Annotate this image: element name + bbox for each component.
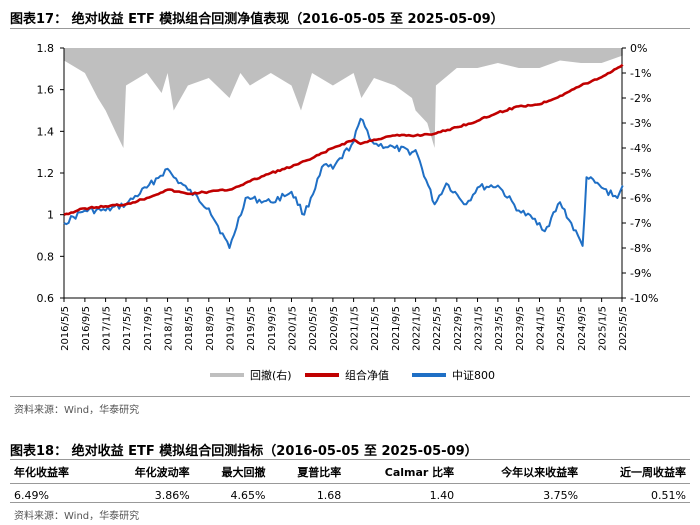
x-tick-label: 2020/9/5 <box>329 306 340 351</box>
source-divider <box>10 396 690 397</box>
right-y-tick-label: -4% <box>630 142 651 155</box>
table-bottom-divider <box>10 502 690 503</box>
csi800-line <box>63 117 624 249</box>
x-tick-label: 2018/1/5 <box>164 306 175 351</box>
right-y-tick-label: -9% <box>630 267 651 280</box>
x-tick-label: 2020/1/5 <box>287 306 298 351</box>
figure-1-source: 资料来源：Wind，华泰研究 <box>14 405 140 416</box>
metrics-value-row: 6.49% 3.86% 4.65% 1.68 1.40 3.75% 0.51% <box>10 484 690 506</box>
right-y-tick-label: -5% <box>630 167 651 180</box>
x-tick-label: 2018/5/5 <box>184 306 195 351</box>
x-tick-label: 2016/5/5 <box>60 306 71 351</box>
metric-header: Calmar 比率 <box>345 462 459 484</box>
right-y-tick-label: -10% <box>630 292 658 305</box>
metric-value: 3.75% <box>543 489 579 502</box>
x-tick-label: 2023/9/5 <box>515 306 526 351</box>
x-tick-label: 2022/9/5 <box>453 306 464 351</box>
table-top-divider <box>10 459 690 460</box>
metric-header: 近一周收益率 <box>582 462 690 484</box>
legend-label: 组合净值 <box>345 368 389 382</box>
metric-value: 1.68 <box>316 489 342 502</box>
metric-header: 年化波动率 <box>101 462 194 484</box>
metric-header: 年化收益率 <box>10 462 102 484</box>
right-y-tick-label: -1% <box>630 67 651 80</box>
x-tick-label: 2019/9/5 <box>267 306 278 351</box>
x-tick-label: 2019/1/5 <box>226 306 237 351</box>
metrics-table: 年化收益率 年化波动率 最大回撤 夏普比率 Calmar 比率 今年以来收益率 … <box>10 462 690 505</box>
right-y-tick-label: -2% <box>630 92 651 105</box>
left-y-tick-label: 1.4 <box>37 125 55 138</box>
legend-label: 回撤(右) <box>250 368 292 382</box>
metric-value: 4.65% <box>230 489 266 502</box>
figure-1-title: 图表17： 绝对收益 ETF 模拟组合回测净值表现（2016-05-05 至 2… <box>10 12 504 27</box>
title-divider <box>10 28 690 29</box>
x-tick-label: 2022/1/5 <box>412 306 423 351</box>
x-tick-label: 2023/5/5 <box>494 306 505 351</box>
x-tick-label: 2017/5/5 <box>122 306 133 351</box>
right-y-tick-label: -3% <box>630 117 651 130</box>
metric-value: 0.51% <box>651 489 686 502</box>
figure-2-source: 资料来源：Wind，华泰研究 <box>14 511 140 522</box>
metrics-header-row: 年化收益率 年化波动率 最大回撤 夏普比率 Calmar 比率 今年以来收益率 … <box>10 462 690 484</box>
x-tick-label: 2016/9/5 <box>81 306 92 351</box>
left-y-tick-label: 1.6 <box>37 84 55 97</box>
x-tick-label: 2017/1/5 <box>102 306 113 351</box>
x-tick-label: 2021/5/5 <box>370 306 381 351</box>
x-tick-label: 2019/5/5 <box>246 306 257 351</box>
right-y-tick-label: -8% <box>630 242 651 255</box>
x-tick-label: 2022/5/5 <box>432 306 443 351</box>
metric-header: 今年以来收益率 <box>458 462 583 484</box>
metric-value: 6.49% <box>14 489 49 502</box>
x-tick-label: 2025/5/5 <box>618 306 629 351</box>
metric-value: 3.86% <box>154 489 190 502</box>
right-y-tick-label: 0% <box>630 42 647 55</box>
left-y-tick-label: 0.8 <box>37 250 55 263</box>
portfolio-line <box>63 63 624 216</box>
x-tick-label: 2021/9/5 <box>391 306 402 351</box>
left-y-tick-label: 1.2 <box>37 167 55 180</box>
x-tick-label: 2024/9/5 <box>577 306 588 351</box>
left-y-tick-label: 0.6 <box>37 292 55 305</box>
x-tick-label: 2017/9/5 <box>143 306 154 351</box>
metric-value: 1.40 <box>429 489 455 502</box>
right-y-tick-label: -7% <box>630 217 651 230</box>
x-tick-label: 2024/5/5 <box>556 306 567 351</box>
x-tick-label: 2018/9/5 <box>205 306 216 351</box>
left-y-tick-label: 1 <box>47 209 54 222</box>
metric-header: 最大回撤 <box>193 462 270 484</box>
right-y-tick-label: -6% <box>630 192 651 205</box>
x-tick-label: 2020/5/5 <box>308 306 319 351</box>
metric-header: 夏普比率 <box>269 462 346 484</box>
drawdown-area <box>64 48 623 148</box>
x-tick-label: 2023/1/5 <box>474 306 485 351</box>
legend-label: 中证800 <box>452 369 495 382</box>
left-y-tick-label: 1.8 <box>37 42 55 55</box>
backtest-chart: 0.6 0.8 1 1.2 1.4 1.6 1.8 0% -1% -2% -3% -4% -5% -6% -… <box>37 42 659 382</box>
x-tick-label: 2025/1/5 <box>598 306 609 351</box>
x-tick-label: 2021/1/5 <box>350 306 361 351</box>
x-tick-label: 2024/1/5 <box>535 306 546 351</box>
figure-2-title: 图表18： 绝对收益 ETF 模拟组合回测指标（2016-05-05 至 202… <box>10 444 478 459</box>
